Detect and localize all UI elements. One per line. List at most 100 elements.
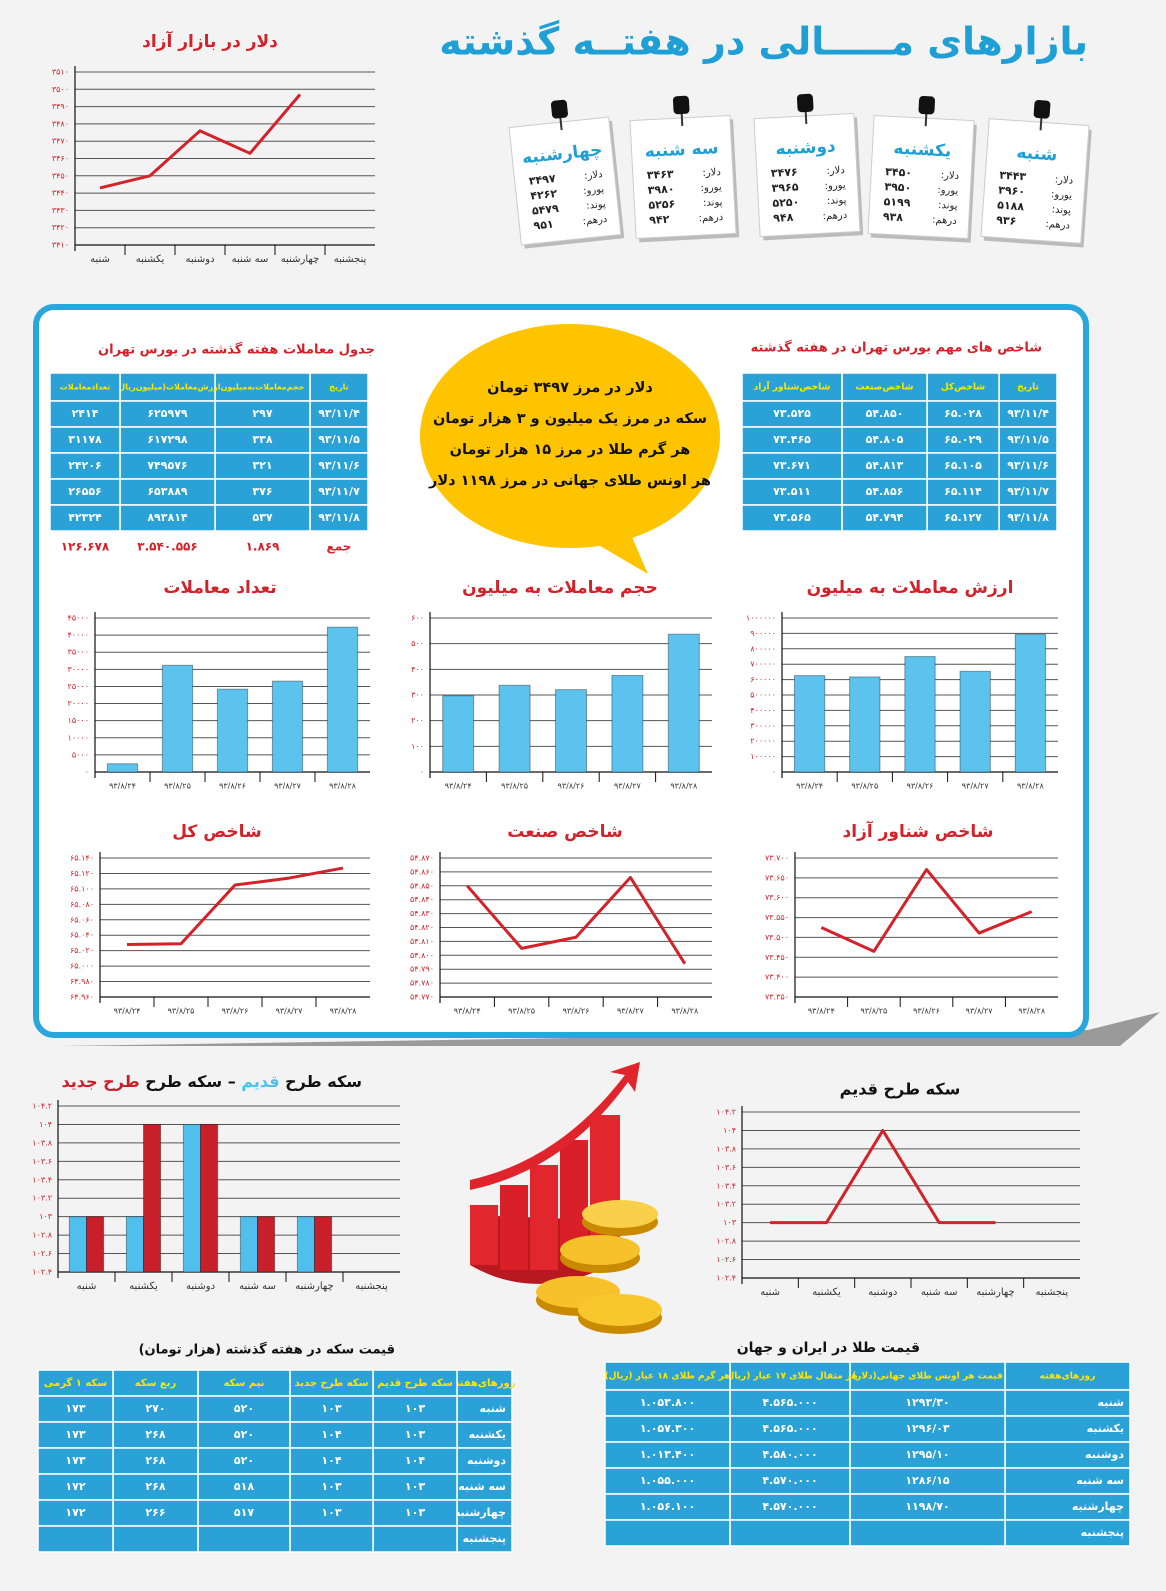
x-tick-label: دوشنبه — [868, 1287, 897, 1298]
body-cell — [289, 1525, 374, 1553]
bar — [182, 1123, 201, 1273]
body-cell — [849, 1415, 1006, 1443]
card-label: پوند: — [827, 195, 847, 207]
y-tick-label: ۵۴.۷۷۰ — [410, 993, 434, 1002]
cell-text: شنبه — [1098, 1396, 1124, 1409]
cell-text: ۷۴۹۵۷۶ — [147, 459, 187, 472]
body-cell — [197, 1395, 291, 1423]
card-label: پوند: — [938, 200, 958, 212]
x-tick-label: ۹۳/۸/۲۸ — [329, 782, 357, 791]
bar — [106, 763, 139, 773]
y-tick-label: ۵۴.۸۵۰ — [410, 881, 434, 890]
header-cell — [456, 1369, 513, 1397]
card-label: یورو: — [583, 184, 605, 197]
body-cell — [926, 452, 1000, 480]
y-tick-label: ۴۰۰ — [411, 665, 424, 674]
bar — [793, 675, 826, 773]
y-tick-label: ۷۳.۴۵۰ — [765, 953, 789, 962]
cell-text: ۱۷۲ — [65, 1480, 85, 1493]
body-cell — [49, 400, 121, 428]
body-cell — [197, 1525, 291, 1553]
body-cell — [456, 1421, 513, 1449]
x-tick-label: ۹۳/۸/۲۵ — [168, 1007, 195, 1016]
cell-text: ۳۱۱۷۸ — [68, 433, 102, 446]
card-label: یورو: — [1051, 189, 1073, 201]
cell-text: سه شنبه — [1076, 1474, 1124, 1487]
cell-text: ۷۳.۶۷۱ — [773, 459, 811, 472]
cell-text: ۹۳/۱۱/۵ — [1007, 433, 1049, 446]
cell-text: ۵۲۰ — [234, 1454, 254, 1467]
pin-head — [796, 93, 814, 113]
body-cell — [604, 1389, 731, 1417]
header-text: هر گرم طلای ۱۸ عیار (ریال) — [605, 1370, 731, 1382]
cell-text: ۹۳/۱۱/۴ — [318, 407, 360, 420]
bar — [1014, 633, 1047, 773]
bar — [904, 656, 936, 773]
body-cell — [741, 504, 843, 532]
pin-needle — [1039, 116, 1043, 131]
body-cell — [197, 1473, 291, 1501]
cell-text: ۳۷۶ — [252, 485, 272, 498]
y-tick-label: ۱۰۰۰۰ — [68, 733, 89, 742]
line — [820, 868, 1033, 953]
card-value: ۹۳۶ — [996, 213, 1017, 227]
card-label: دلار: — [940, 170, 959, 182]
card-paper — [980, 118, 1090, 244]
bar — [125, 1216, 145, 1273]
body-cell — [197, 1447, 291, 1475]
card-day: دوشنبه — [775, 136, 836, 159]
y-tick-label: ۵۴.۷۹۰ — [410, 965, 434, 974]
x-tick-label: پنجشنبه — [1036, 1287, 1069, 1298]
body-cell — [841, 426, 928, 454]
body-cell — [926, 426, 1000, 454]
cell-text: یکشنبه — [1087, 1422, 1124, 1435]
cell-text: ۱۰۳ — [321, 1506, 341, 1519]
y-tick-label: ۵۰۰ — [411, 639, 424, 648]
y-tick-label: ۶۴.۹۸۰ — [70, 977, 94, 986]
table-title: قیمت سکه در هفته گذشته (هزار تومان) — [139, 1342, 395, 1358]
cell-text: ۱.۰۵۶.۱۰۰ — [640, 1500, 695, 1513]
cell-text: ۱۷۳ — [65, 1402, 85, 1415]
chart-title: شاخص صنعت — [507, 822, 622, 842]
cell-text: ۹۳/۱۱/۴ — [1007, 407, 1049, 420]
cell-text: ۵۱۸ — [234, 1480, 254, 1493]
header-text: سکه ۱ گرمی — [44, 1376, 107, 1389]
y-tick-label: ۷۳.۶۵۰ — [765, 873, 789, 882]
cell-text: ۵۴.۸۵۶ — [866, 485, 904, 498]
y-tick-label: ۳۴۳۰ — [52, 206, 69, 215]
header-text: نیم سکه — [224, 1378, 265, 1389]
y-tick-label: ۶۰۰ — [411, 614, 424, 623]
body-cell — [119, 504, 216, 532]
cell-text: ۱۷۳ — [65, 1454, 85, 1467]
x-tick-label: پنجشنبه — [334, 254, 367, 265]
x-tick-label: ۹۳/۸/۲۸ — [670, 782, 698, 791]
cell-text: ۹۳/۱۱/۷ — [1007, 485, 1049, 498]
bar — [68, 1216, 88, 1273]
pin-head — [918, 96, 936, 115]
y-tick-label: ۳۵۰۰ — [52, 85, 69, 94]
y-tick-label: ۵۰۰۰۰۰ — [750, 691, 776, 700]
y-tick-label: ۷۳.۶۰۰ — [765, 893, 789, 902]
y-tick-label: ۳۴۷۰ — [52, 137, 69, 146]
bar — [216, 688, 249, 773]
header-cell — [741, 372, 843, 402]
card-value: ۳۹۶۰ — [998, 183, 1026, 198]
body-cell — [1004, 1415, 1131, 1443]
x-tick-label: دوشنبه — [186, 1281, 215, 1292]
cell-text: پنجشنبه — [1081, 1526, 1124, 1539]
bar — [86, 1216, 105, 1273]
body-cell — [741, 400, 843, 428]
y-tick-label: ۱۵۰۰۰ — [68, 716, 89, 725]
header-text: حجم‌معاملات‌به‌میلیون — [221, 383, 305, 392]
chart-title: سکه طرح قدیم – سکه طرح طرح جدید — [62, 1072, 362, 1091]
y-tick-label: ۵۴.۸۶۰ — [410, 867, 434, 876]
header-cell — [37, 1369, 114, 1397]
x-tick-label: سه شنبه — [239, 1281, 276, 1292]
y-tick-label: ۷۳.۴۰۰ — [765, 973, 789, 982]
y-tick-label: ۶۴.۹۶۰ — [70, 993, 94, 1002]
card-label: یورو: — [937, 185, 959, 197]
y-tick-label: ۵۴.۸۱۰ — [410, 937, 434, 946]
cell-text: دوشنبه — [1085, 1448, 1124, 1461]
header-cell — [849, 1361, 1006, 1391]
body-cell — [729, 1519, 851, 1547]
